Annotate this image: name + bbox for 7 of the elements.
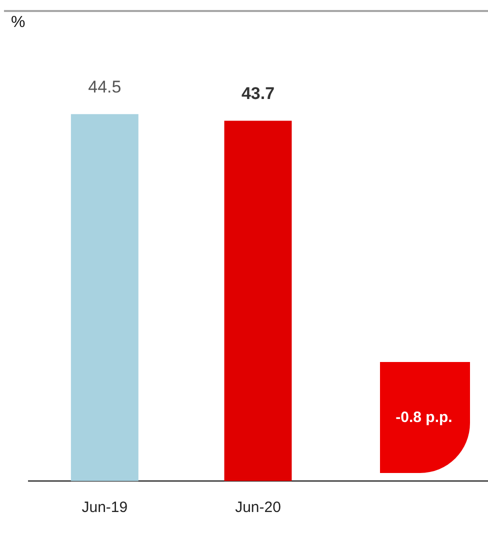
text: % — [11, 14, 26, 32]
x-tick-label: Jun-19 — [82, 499, 128, 516]
data-label: 43.7 — [241, 84, 275, 103]
data-label: 44.5 — [88, 77, 122, 96]
x-tick-label: Jun-20 — [235, 499, 281, 516]
annotation: -0.8 p.p. — [396, 409, 452, 426]
callout-box: -0.8 p.p. — [380, 362, 470, 473]
